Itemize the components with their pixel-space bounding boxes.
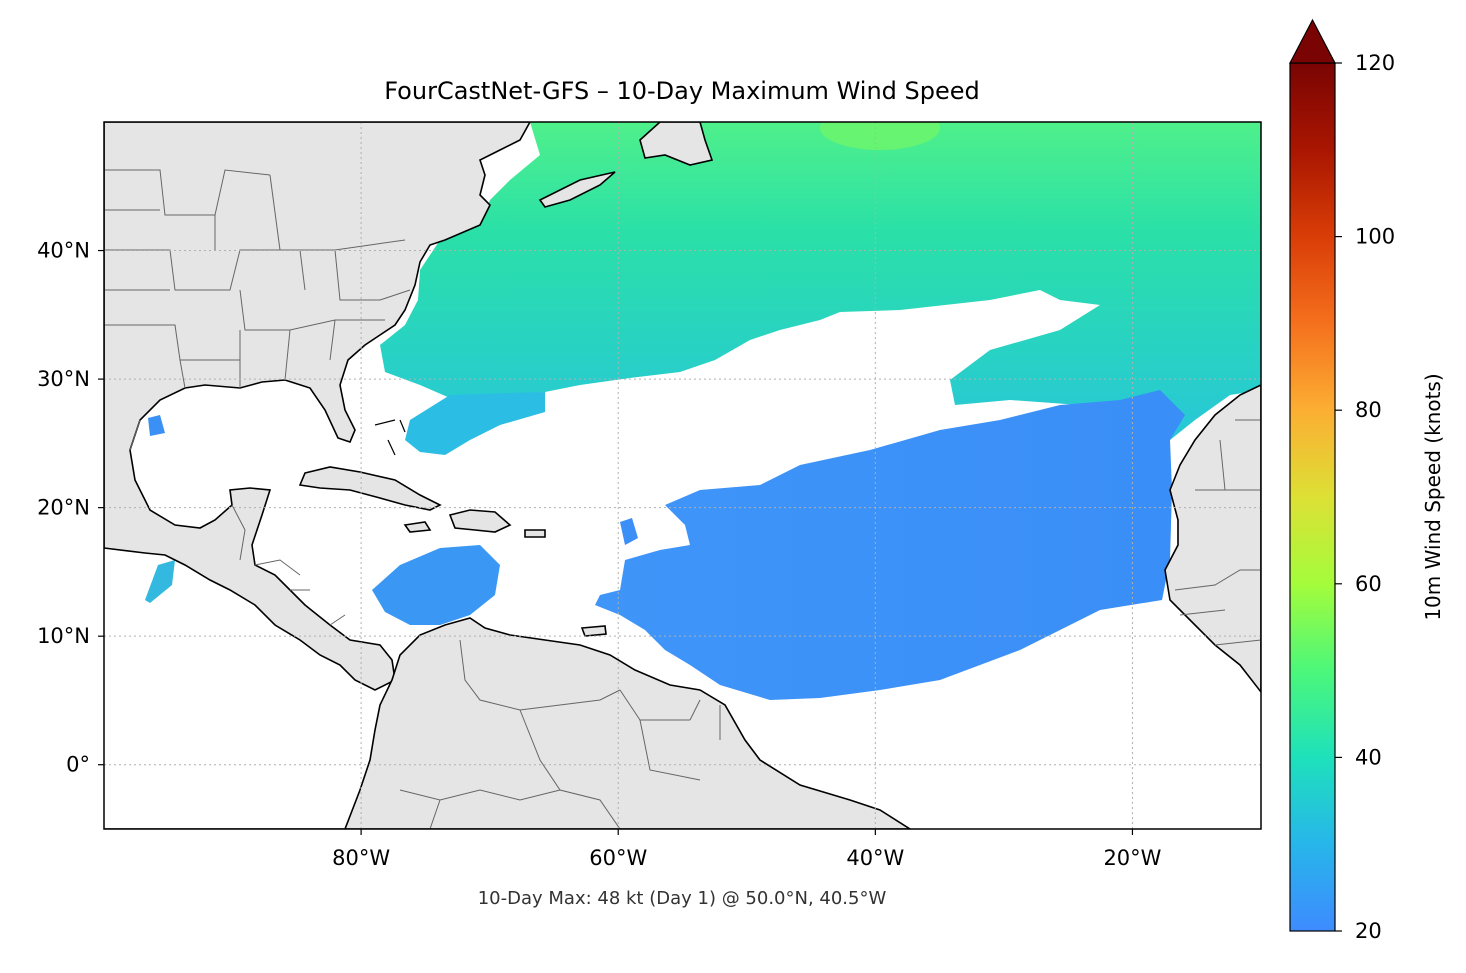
lat-tick-label: 40°N [37,239,90,263]
bahamas [374,419,406,456]
colorbar-tick-label: 100 [1355,225,1395,249]
lon-tick-label: 40°W [846,846,904,870]
lat-tick-label: 20°N [37,496,90,520]
wind-field-south [595,390,1185,700]
wind-max-highlight [820,122,940,150]
africa [1164,384,1261,694]
map-frame [103,121,1262,830]
colorbar-tick-label: 80 [1355,398,1382,422]
chart-title: FourCastNet-GFS – 10-Day Maximum Wind Sp… [384,77,980,105]
colorbar-extend-arrow [1289,18,1336,64]
lon-tick-label: 20°W [1103,846,1161,870]
colorbar-tick-label: 40 [1355,745,1382,769]
wind-field-mid-band [405,392,545,455]
colorbar-tick-label: 60 [1355,572,1382,596]
colorbar-ticks: 20 40 60 80 100 120 [1335,51,1395,943]
colorbar-label: 10m Wind Speed (knots) [1421,373,1445,620]
footnote: 10-Day Max: 48 kt (Day 1) @ 50.0°N, 40.5… [478,888,887,909]
north-america [104,122,531,691]
colorbar-tick-label: 120 [1355,51,1395,75]
map-area [104,122,1261,829]
wind-field-gulf-blob [148,415,165,436]
cuba [298,466,442,511]
puerto-rico [524,529,546,538]
wind-field-atlantic-blob [620,518,638,545]
colorbar-tick-label: 20 [1355,919,1382,943]
wind-field-caribbean [372,545,500,625]
lon-tick-label: 80°W [332,846,390,870]
wind-field-pacific-blob [145,560,175,603]
trinidad [580,625,607,637]
colorbar-gradient [1289,62,1336,932]
hispaniola [448,509,512,533]
lat-tick-label: 10°N [37,624,90,648]
newfoundland [639,122,714,166]
colorbar: 20 40 60 80 100 120 10m Wind Speed (knots) [1289,18,1445,943]
lat-tick-label: 0° [66,753,90,777]
jamaica [403,521,432,533]
lat-tick-label: 30°N [37,367,90,391]
wind-field-north [380,122,1261,440]
lon-tick-label: 60°W [589,846,647,870]
south-america [104,617,912,829]
political-borders [104,169,1261,829]
axes: 80°W 60°W 40°W 20°W 40°N 30°N 20°N 10°N 0° [37,239,1162,870]
nova-scotia [538,171,616,208]
land [104,122,1261,829]
